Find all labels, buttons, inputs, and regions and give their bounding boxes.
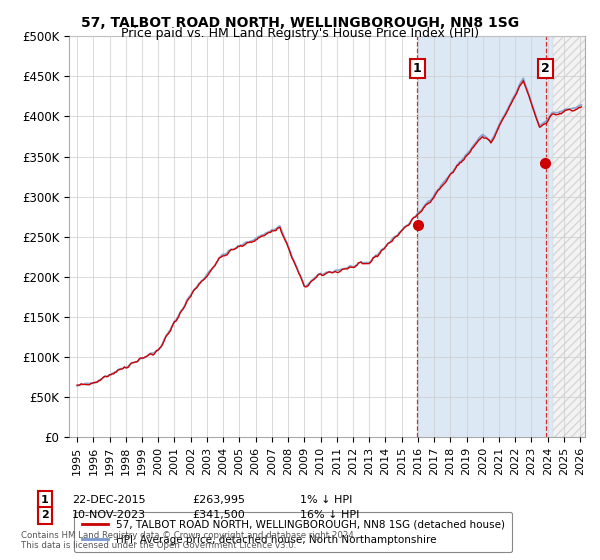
Text: 1: 1	[41, 494, 49, 505]
Bar	[553, 36, 588, 437]
Text: 2: 2	[541, 62, 550, 75]
Text: 10-NOV-2023: 10-NOV-2023	[72, 510, 146, 520]
Text: Contains HM Land Registry data © Crown copyright and database right 2024.: Contains HM Land Registry data © Crown c…	[21, 531, 356, 540]
Text: £341,500: £341,500	[192, 510, 245, 520]
Text: Price paid vs. HM Land Registry's House Price Index (HPI): Price paid vs. HM Land Registry's House …	[121, 27, 479, 40]
Text: 2: 2	[41, 510, 49, 520]
Text: 22-DEC-2015: 22-DEC-2015	[72, 494, 146, 505]
Text: 16% ↓ HPI: 16% ↓ HPI	[300, 510, 359, 520]
Text: 1: 1	[413, 62, 422, 75]
Legend: 57, TALBOT ROAD NORTH, WELLINGBOROUGH, NN8 1SG (detached house), HPI: Average pr: 57, TALBOT ROAD NORTH, WELLINGBOROUGH, N…	[74, 512, 512, 552]
Text: This data is licensed under the Open Government Licence v3.0.: This data is licensed under the Open Gov…	[21, 541, 296, 550]
Text: £263,995: £263,995	[192, 494, 245, 505]
Bar	[418, 36, 553, 437]
Text: 57, TALBOT ROAD NORTH, WELLINGBOROUGH, NN8 1SG: 57, TALBOT ROAD NORTH, WELLINGBOROUGH, N…	[81, 16, 519, 30]
Text: 1% ↓ HPI: 1% ↓ HPI	[300, 494, 352, 505]
